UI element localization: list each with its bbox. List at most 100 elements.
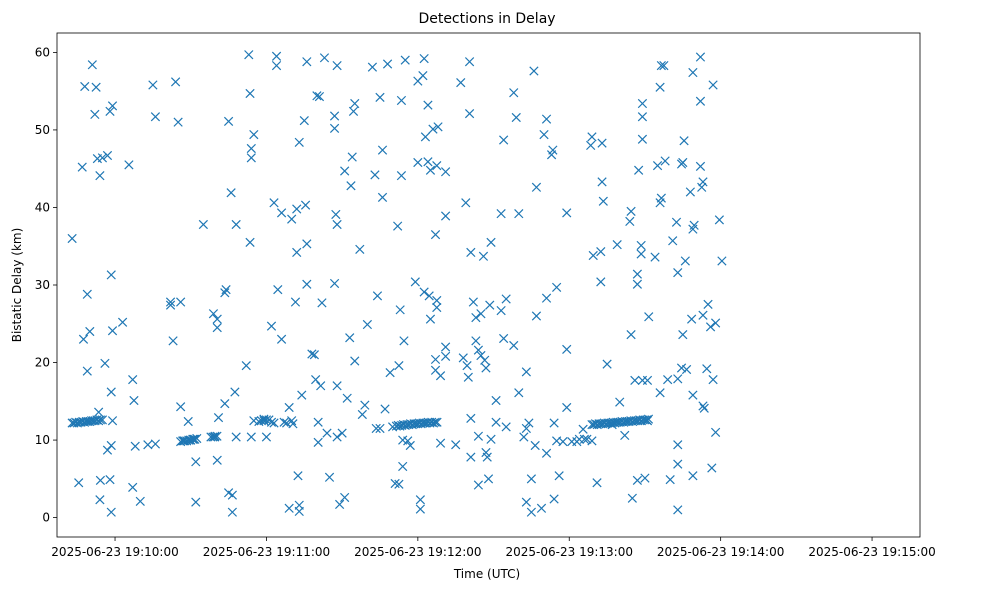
data-point bbox=[519, 432, 529, 442]
data-point bbox=[514, 209, 524, 219]
data-point bbox=[372, 291, 383, 301]
y-tick-label: 30 bbox=[35, 278, 50, 292]
data-point bbox=[245, 88, 255, 99]
data-point bbox=[710, 318, 721, 328]
data-point bbox=[292, 247, 302, 258]
data-point bbox=[212, 455, 222, 465]
data-point bbox=[433, 122, 443, 132]
data-point bbox=[627, 493, 637, 503]
data-point bbox=[705, 322, 716, 332]
data-point bbox=[707, 463, 717, 473]
data-point bbox=[398, 461, 408, 472]
data-point bbox=[165, 297, 176, 307]
data-point bbox=[650, 252, 660, 262]
data-point bbox=[468, 297, 478, 307]
data-point bbox=[634, 165, 644, 175]
data-point bbox=[673, 267, 683, 278]
data-point bbox=[466, 413, 476, 423]
data-point bbox=[541, 114, 552, 124]
data-point bbox=[176, 402, 186, 412]
data-point bbox=[521, 367, 531, 377]
data-point bbox=[332, 60, 342, 71]
data-point bbox=[511, 112, 521, 123]
data-point bbox=[708, 374, 718, 385]
data-point bbox=[652, 160, 663, 171]
y-tick-label: 60 bbox=[35, 45, 50, 59]
data-point bbox=[673, 374, 683, 384]
data-point bbox=[297, 390, 307, 400]
data-point bbox=[521, 423, 531, 434]
data-point bbox=[481, 363, 491, 373]
data-point bbox=[596, 277, 606, 287]
data-point bbox=[419, 53, 429, 64]
data-point bbox=[393, 221, 403, 231]
data-point bbox=[95, 171, 105, 181]
data-point bbox=[105, 106, 115, 116]
data-point bbox=[245, 237, 255, 247]
data-point bbox=[387, 422, 398, 432]
y-tick-label: 50 bbox=[35, 123, 50, 137]
data-point bbox=[476, 350, 486, 361]
data-point bbox=[271, 51, 282, 61]
data-point bbox=[425, 314, 436, 324]
data-point bbox=[150, 112, 161, 122]
data-point bbox=[212, 314, 222, 324]
data-point bbox=[332, 381, 342, 391]
data-point bbox=[106, 507, 116, 517]
data-point bbox=[632, 279, 643, 289]
data-point bbox=[415, 504, 425, 514]
data-point bbox=[424, 291, 434, 301]
data-point bbox=[678, 330, 688, 340]
data-point bbox=[95, 415, 106, 425]
y-axis: 0 10 20 30 40 50 60 bbox=[35, 45, 57, 525]
data-point bbox=[329, 123, 340, 133]
data-point bbox=[626, 206, 636, 216]
data-point bbox=[579, 434, 590, 444]
data-point bbox=[241, 361, 251, 371]
data-point bbox=[456, 78, 466, 88]
data-point bbox=[246, 143, 256, 154]
data-point bbox=[710, 427, 721, 437]
data-point bbox=[668, 236, 678, 246]
data-point bbox=[578, 424, 588, 434]
data-point bbox=[536, 503, 547, 513]
data-point bbox=[314, 91, 325, 102]
data-point bbox=[665, 474, 675, 485]
data-point bbox=[302, 57, 312, 67]
x-tick-label: 2025-06-23 19:13:00 bbox=[506, 545, 633, 559]
data-point bbox=[271, 60, 282, 71]
data-point bbox=[74, 478, 84, 488]
data-point bbox=[632, 269, 643, 279]
data-point bbox=[348, 106, 359, 116]
data-point bbox=[435, 371, 446, 381]
data-point bbox=[294, 506, 304, 517]
data-point bbox=[586, 140, 596, 151]
data-point bbox=[130, 441, 140, 451]
data-point bbox=[554, 471, 564, 481]
data-point bbox=[317, 298, 327, 308]
data-point bbox=[680, 256, 690, 266]
data-point bbox=[183, 416, 193, 427]
data-point bbox=[284, 503, 294, 513]
data-point bbox=[332, 219, 342, 230]
data-point bbox=[698, 177, 708, 187]
data-point bbox=[541, 293, 552, 303]
data-point bbox=[660, 156, 670, 166]
data-point bbox=[643, 414, 654, 424]
data-point bbox=[77, 162, 87, 172]
data-point bbox=[230, 387, 240, 397]
data-point bbox=[276, 334, 287, 344]
data-point bbox=[695, 161, 706, 171]
data-point bbox=[191, 497, 201, 507]
data-point bbox=[105, 474, 115, 485]
data-point bbox=[390, 478, 400, 489]
data-point bbox=[714, 215, 725, 225]
data-point bbox=[717, 256, 727, 266]
y-axis-label: Bistatic Delay (km) bbox=[10, 228, 24, 343]
data-point bbox=[246, 153, 256, 163]
data-point bbox=[689, 220, 699, 230]
data-point bbox=[287, 416, 297, 426]
data-point bbox=[290, 297, 301, 307]
plot-background bbox=[57, 33, 920, 537]
